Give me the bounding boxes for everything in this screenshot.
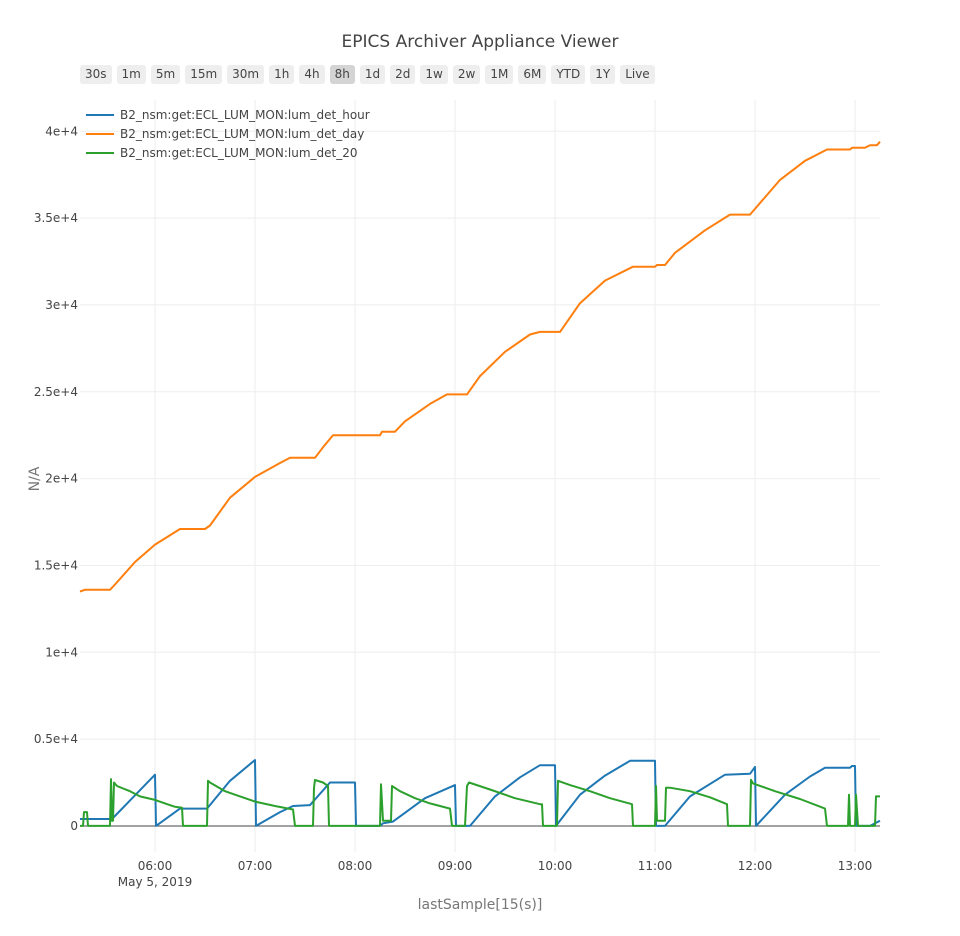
y-tick-label: 4e+4 bbox=[45, 124, 78, 138]
y-axis-ticks: 0 0.5e+4 1e+4 1.5e+4 2e+4 2.5e+4 3e+4 3.5e+4 4e+… bbox=[34, 124, 78, 833]
y-tick-label: 1.5e+4 bbox=[34, 558, 78, 572]
x-tick-label: 06:00 bbox=[138, 859, 173, 873]
range-button-2d[interactable]: 2d bbox=[390, 65, 416, 84]
x-tick-label: 11:00 bbox=[638, 859, 673, 873]
legend-label[interactable]: B2_nsm:get:ECL_LUM_MON:lum_det_20 bbox=[120, 146, 358, 160]
series-line-2[interactable] bbox=[80, 778, 880, 827]
range-button-1Y[interactable]: 1Y bbox=[590, 65, 616, 84]
y-tick-label: 0.5e+4 bbox=[34, 732, 78, 746]
chart-title: EPICS Archiver Appliance Viewer bbox=[341, 32, 619, 52]
gridlines bbox=[80, 100, 880, 852]
legend-label[interactable]: B2_nsm:get:ECL_LUM_MON:lum_det_hour bbox=[120, 108, 370, 122]
range-selector: 30s 1m 5m 15m 30m 1h 4h 8h 1d 2d 1w 2w 1… bbox=[80, 65, 655, 85]
range-button-30s[interactable]: 30s bbox=[80, 65, 112, 84]
range-button-1h[interactable]: 1h bbox=[269, 65, 295, 84]
x-axis-ticks: 06:00 May 5, 2019 07:00 08:00 09:00 10:00 11:0… bbox=[118, 859, 873, 889]
y-tick-label: 3.5e+4 bbox=[34, 211, 78, 225]
series-line-1[interactable] bbox=[79, 141, 881, 593]
range-button-8h[interactable]: 8h bbox=[329, 65, 355, 84]
range-button-1M[interactable]: 1M bbox=[485, 65, 514, 84]
legend[interactable]: B2_nsm:get:ECL_LUM_MON:lum_det_hour B2_ns… bbox=[86, 108, 370, 160]
series-lines bbox=[79, 141, 881, 827]
y-axis-title: N/A bbox=[27, 466, 43, 491]
range-button-2w[interactable]: 2w bbox=[452, 65, 481, 84]
x-tick-label: 12:00 bbox=[738, 859, 773, 873]
range-button-1w[interactable]: 1w bbox=[420, 65, 448, 84]
x-tick-label: 10:00 bbox=[538, 859, 573, 873]
y-tick-label: 2.5e+4 bbox=[34, 385, 78, 399]
y-tick-label: 3e+4 bbox=[45, 298, 78, 312]
x-tick-date-label: May 5, 2019 bbox=[118, 875, 192, 889]
x-tick-label: 08:00 bbox=[338, 859, 373, 873]
range-button-4h[interactable]: 4h bbox=[299, 65, 325, 84]
x-tick-label: 09:00 bbox=[438, 859, 473, 873]
range-button-5m[interactable]: 5m bbox=[150, 65, 181, 84]
x-tick-label: 07:00 bbox=[238, 859, 273, 873]
range-button-1d[interactable]: 1d bbox=[359, 65, 386, 84]
y-tick-label: 1e+4 bbox=[45, 645, 78, 659]
y-tick-label: 0 bbox=[70, 819, 78, 833]
range-button-Live[interactable]: Live bbox=[620, 65, 655, 84]
legend-label[interactable]: B2_nsm:get:ECL_LUM_MON:lum_det_day bbox=[120, 127, 364, 141]
range-button-30m[interactable]: 30m bbox=[227, 65, 265, 84]
range-button-1m[interactable]: 1m bbox=[116, 65, 146, 84]
x-axis-title: lastSample[15(s)] bbox=[418, 897, 543, 913]
series-line-0[interactable] bbox=[80, 759, 881, 827]
range-button-YTD[interactable]: YTD bbox=[551, 65, 586, 84]
range-button-6M[interactable]: 6M bbox=[518, 65, 547, 84]
range-button-15m[interactable]: 15m bbox=[185, 65, 223, 84]
x-tick-label: 13:00 bbox=[838, 859, 873, 873]
y-tick-label: 2e+4 bbox=[45, 472, 78, 486]
